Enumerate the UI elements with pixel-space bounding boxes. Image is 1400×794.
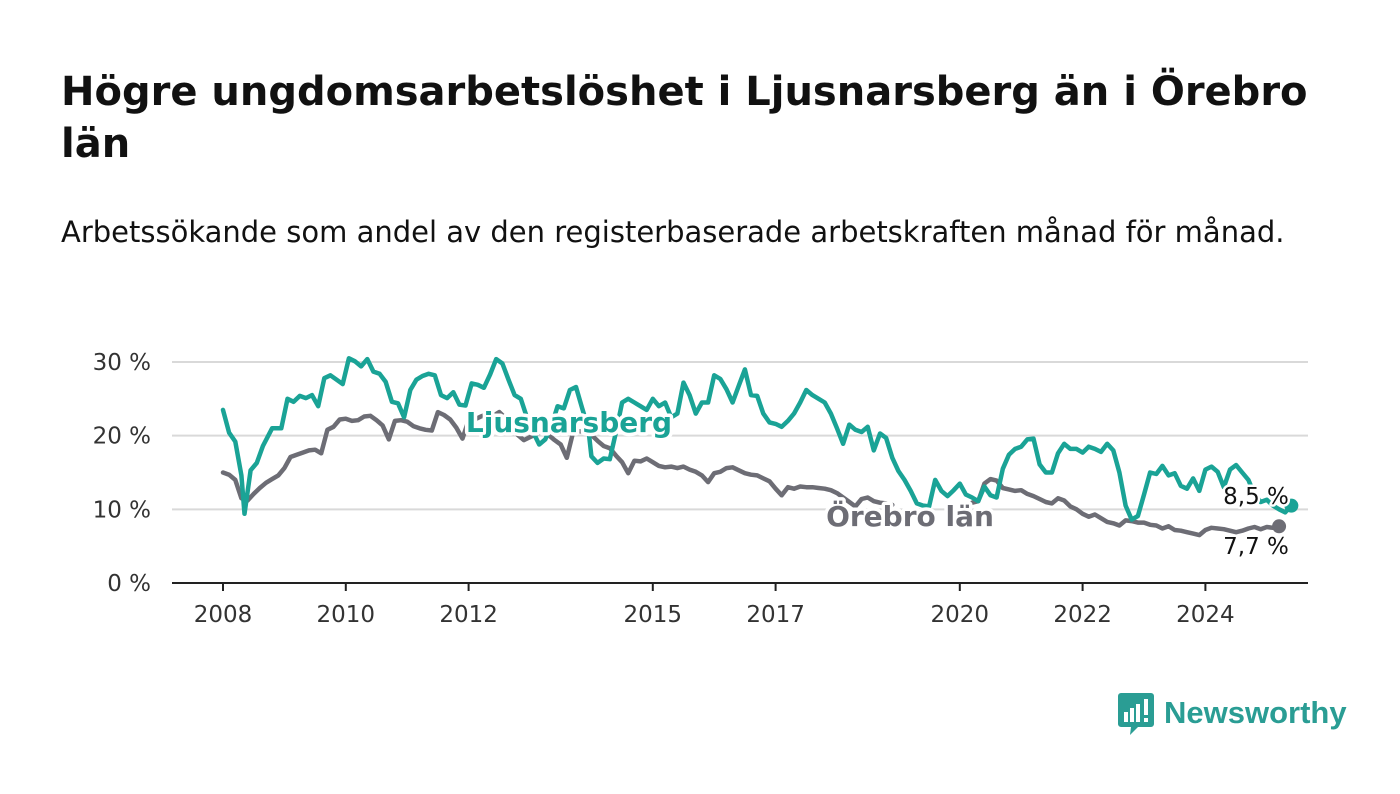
series-label-orebro-lan: Örebro län [826, 499, 994, 533]
series-line--rebro-l-n [220, 409, 1282, 538]
series-line-ljusnarsberg [220, 356, 1294, 522]
series-labels: Ljusnarsberg Örebro län 8,5 % 7,7 % [462, 403, 1291, 563]
series-end-point-ljusnarsberg [1284, 498, 1299, 513]
y-tick-label: 0 % [107, 571, 151, 597]
series-end-point--rebro-l-n [1272, 519, 1287, 534]
grid-lines [172, 361, 1308, 584]
newsworthy-logo-icon [1118, 693, 1154, 735]
x-tick-label: 2022 [1053, 602, 1112, 628]
x-axis-tick-labels: 2008 2010 2012 2015 2017 2020 2022 2024 [194, 583, 1235, 628]
x-tick-label: 2010 [317, 602, 376, 628]
y-tick-label: 10 % [93, 497, 151, 523]
x-tick-label: 2024 [1176, 602, 1235, 628]
end-value-label-orebro-lan: 7,7 % [1223, 534, 1289, 560]
x-tick-label: 2008 [194, 602, 253, 628]
series-lines [220, 356, 1299, 538]
y-axis-tick-labels: 0 % 10 % 20 % 30 % [93, 350, 151, 597]
y-tick-label: 20 % [93, 424, 151, 450]
line-chart: 0 % 10 % 20 % 30 % 2008 2010 2012 2015 2017 2020… [93, 350, 1308, 628]
chart-subtitle: Arbetssökande som andel av den registerb… [61, 215, 1285, 249]
series-label-ljusnarsberg: Ljusnarsberg [466, 406, 672, 439]
y-tick-label: 30 % [93, 350, 151, 376]
x-tick-label: 2020 [931, 602, 990, 628]
x-tick-label: 2015 [624, 602, 683, 628]
x-tick-label: 2017 [746, 602, 805, 628]
chart-title: Högre ungdomsarbetslöshet i Ljusnarsberg… [61, 69, 1308, 167]
end-value-label-ljusnarsberg: 8,5 % [1223, 484, 1289, 510]
newsworthy-logo-text: Newsworthy [1164, 695, 1347, 730]
newsworthy-logo: Newsworthy [1118, 690, 1347, 736]
x-tick-label: 2012 [439, 602, 498, 628]
